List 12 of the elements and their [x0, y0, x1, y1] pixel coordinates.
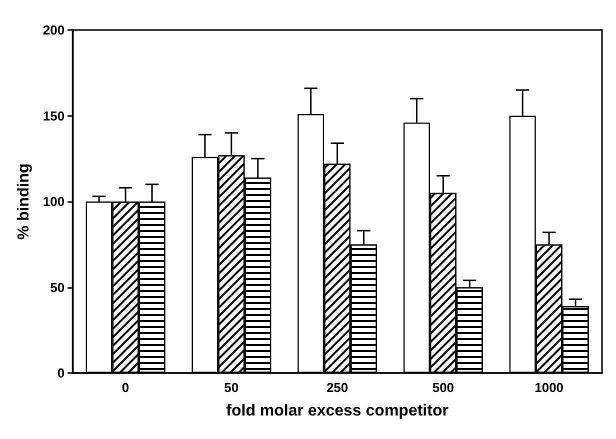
x-tick-label: 0: [122, 380, 130, 395]
y-tick-label: 50: [50, 280, 65, 295]
y-tick-label: 150: [42, 108, 65, 124]
y-tick-label: 200: [42, 22, 65, 38]
x-tick-label: 500: [432, 380, 454, 395]
y-axis-title: % binding: [16, 163, 32, 240]
x-tick-label: 1000: [534, 380, 564, 395]
x-tick-label: 250: [326, 380, 348, 395]
x-tick-label: 50: [224, 380, 239, 395]
y-tick-label: 100: [42, 194, 65, 209]
x-axis-title: fold molar excess competitor: [226, 402, 448, 420]
y-tick-label: 0: [57, 366, 65, 380]
